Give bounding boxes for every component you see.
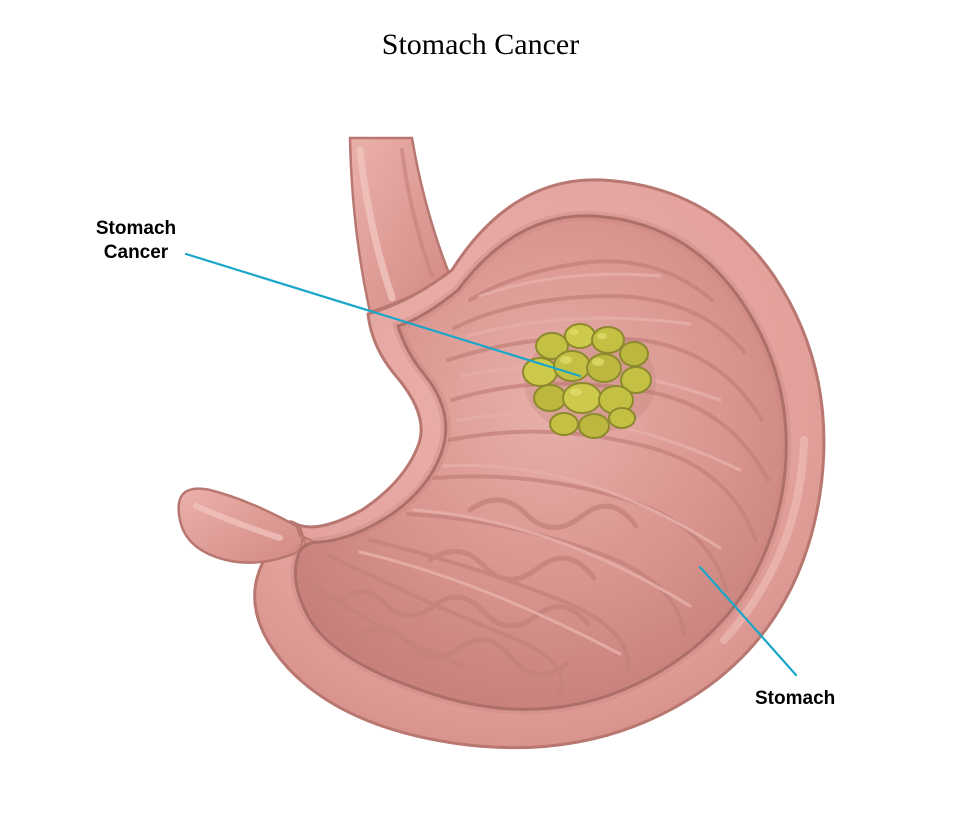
diagram-canvas: Stomach Cancer — [0, 0, 961, 820]
tumor-annotation-line2: Cancer — [104, 242, 168, 263]
tumor-annotation-label: Stomach Cancer — [66, 217, 206, 265]
stomach-annotation-label: Stomach — [755, 687, 835, 711]
tumor-annotation-line1: Stomach — [96, 218, 176, 239]
